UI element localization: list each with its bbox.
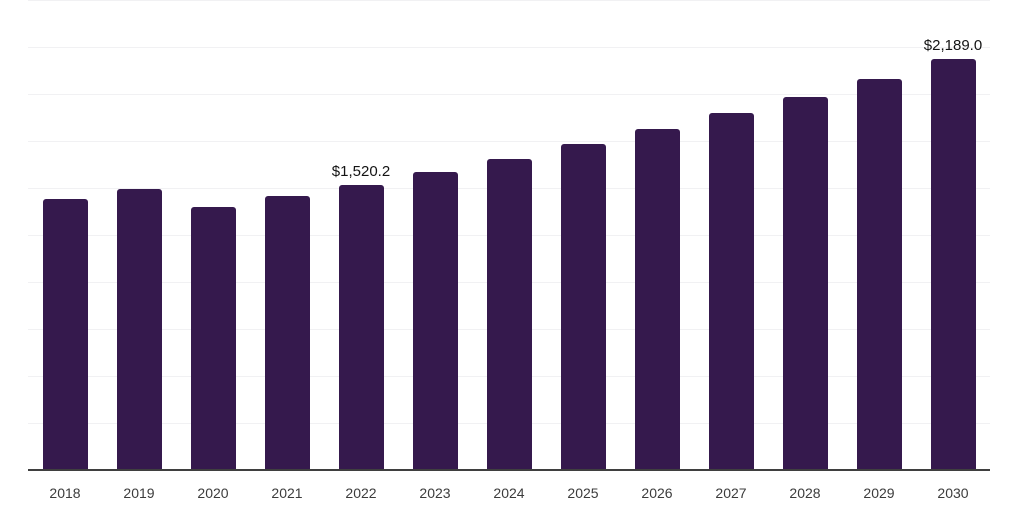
x-axis-line xyxy=(28,469,990,471)
bar-slot-2022: $1,520.2 xyxy=(324,0,398,471)
bar-2020 xyxy=(190,207,236,471)
bar-2023 xyxy=(412,172,458,471)
bar-2021 xyxy=(264,196,310,471)
bar-slot-2028 xyxy=(768,0,842,471)
gridline-2000 xyxy=(28,94,990,95)
x-tick-2030: 2030 xyxy=(937,485,969,501)
bar-slot-2030: $2,189.0 xyxy=(916,0,990,471)
x-tick-2028: 2028 xyxy=(789,485,821,501)
bar-2024 xyxy=(486,159,532,471)
bar-slot-2027 xyxy=(694,0,768,471)
gridline-2500 xyxy=(28,0,990,1)
x-tick-2027: 2027 xyxy=(715,485,747,501)
bar-2028 xyxy=(782,97,828,471)
x-tick-2026: 2026 xyxy=(641,485,673,501)
x-tick-2025: 2025 xyxy=(567,485,599,501)
x-tick-2024: 2024 xyxy=(493,485,525,501)
gridline-1750 xyxy=(28,141,990,142)
x-axis-labels: 2018 2019 2020 2021 2022 2023 2024 2025 2026 2027… xyxy=(28,482,990,504)
x-tick-2019: 2019 xyxy=(123,485,155,501)
x-tick-2022: 2022 xyxy=(345,485,377,501)
bar-slot-2023 xyxy=(398,0,472,471)
bar-slot-2021 xyxy=(250,0,324,471)
bar-slot-2018 xyxy=(28,0,102,471)
value-label-2022: $1,520.2 xyxy=(331,163,391,180)
bar-2030 xyxy=(930,59,976,471)
bar-2019 xyxy=(116,189,162,471)
bar-slot-2024 xyxy=(472,0,546,471)
bar-2027 xyxy=(708,113,754,471)
x-tick-2023: 2023 xyxy=(419,485,451,501)
gridline-2250 xyxy=(28,47,990,48)
bar-2026 xyxy=(634,129,680,471)
bar-2018 xyxy=(42,199,88,471)
x-tick-2020: 2020 xyxy=(197,485,229,501)
x-tick-2018: 2018 xyxy=(49,485,81,501)
bar-slot-2020 xyxy=(176,0,250,471)
x-tick-2021: 2021 xyxy=(271,485,303,501)
bar-slot-2026 xyxy=(620,0,694,471)
bar-2029 xyxy=(856,79,902,471)
bar-slot-2019 xyxy=(102,0,176,471)
value-label-2030: $2,189.0 xyxy=(923,37,983,54)
bar-slot-2025 xyxy=(546,0,620,471)
plot-area: $1,520.2 $2,189.0 xyxy=(28,0,990,471)
bar-slot-2029 xyxy=(842,0,916,471)
x-tick-2029: 2029 xyxy=(863,485,895,501)
bar-2022 xyxy=(338,185,384,471)
bar-2025 xyxy=(560,144,606,471)
bars-container: $1,520.2 $2,189.0 xyxy=(28,0,990,471)
